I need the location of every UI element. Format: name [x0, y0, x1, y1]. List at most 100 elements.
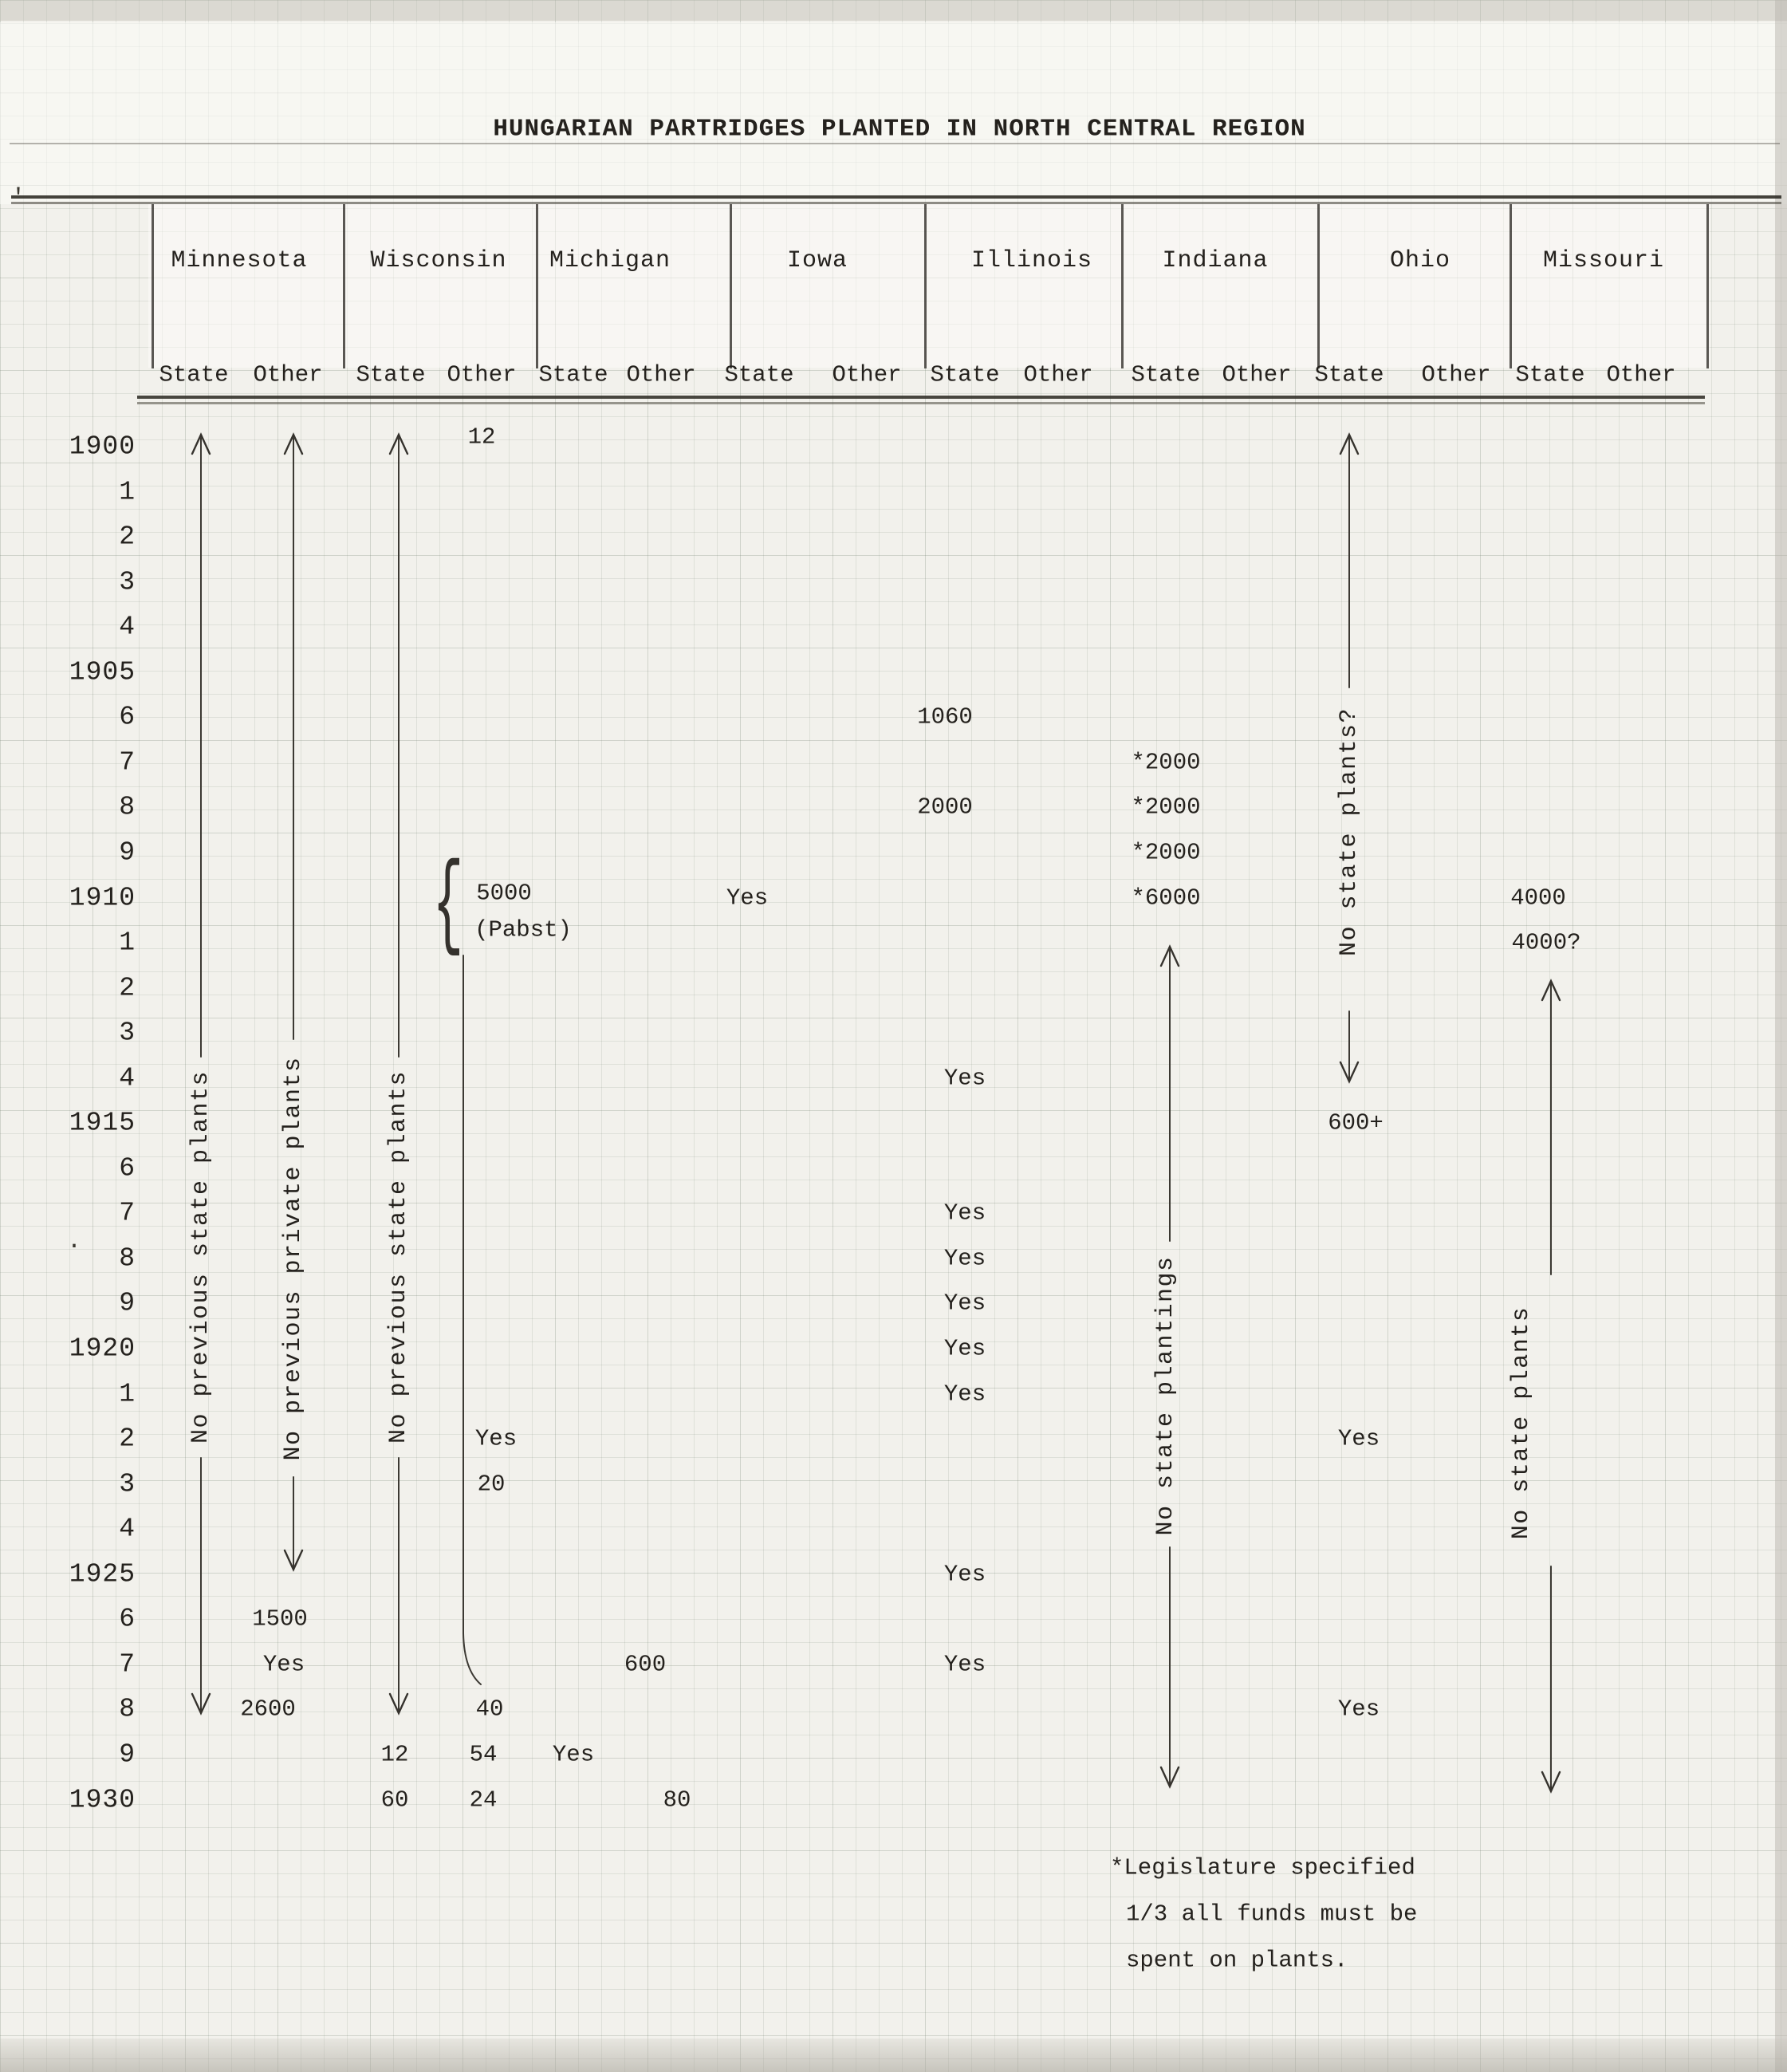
title-underline — [10, 143, 1780, 144]
cell-il_state-1919: Yes — [943, 1290, 986, 1317]
cell-mi_other-1927: 600 — [624, 1651, 667, 1678]
year-label-1924: 4 — [119, 1514, 136, 1544]
footnote-line-3: spent on plants. — [1126, 1947, 1348, 1974]
header-cell-border-3 — [730, 204, 732, 368]
subheader-rule-1 — [137, 396, 1705, 399]
cell-wi_state-1929: 12 — [380, 1741, 409, 1768]
state-header-indiana: Indiana — [1162, 247, 1269, 274]
cell-in_state-1910: *6000 — [1131, 884, 1201, 911]
year-label-1920: 1920 — [69, 1333, 136, 1364]
state-header-illinois: Illinois — [970, 247, 1093, 274]
year-label-1901: 1 — [119, 477, 136, 507]
stray-dot-mark: . — [67, 1228, 82, 1255]
cell-il_state-1918: Yes — [943, 1245, 986, 1272]
subheader-missouri-state: State — [1515, 361, 1585, 388]
cell-mi_state-1929: Yes — [552, 1741, 595, 1768]
year-label-1906: 6 — [119, 702, 136, 732]
header-top-rule-1 — [11, 195, 1781, 199]
cell-il_state-1914: Yes — [943, 1065, 986, 1092]
year-label-1917: 7 — [119, 1198, 136, 1228]
cell-ia_state-1910: Yes — [726, 884, 769, 911]
year-label-1904: 4 — [119, 612, 136, 642]
cell-oh_state-1922: Yes — [1337, 1425, 1380, 1452]
subheader-minnesota-other: Other — [253, 361, 323, 388]
year-label-1916: 6 — [119, 1153, 136, 1184]
subheader-illinois-state: State — [930, 361, 1000, 388]
cell-wi_other-1900: 12 — [467, 423, 496, 451]
year-label-1930: 1930 — [69, 1785, 136, 1814]
subheader-minnesota-state: State — [159, 361, 229, 388]
cell-il_state-1921: Yes — [943, 1381, 986, 1408]
cell-il_state-1927: Yes — [943, 1651, 986, 1678]
subheader-iowa-state: State — [724, 361, 794, 388]
footnote-line-2: 1/3 all funds must be — [1126, 1901, 1418, 1928]
cell-mo_state-1910: 4000 — [1510, 884, 1566, 911]
subheader-ohio-state: State — [1314, 361, 1384, 388]
cell-in_state-1908: *2000 — [1131, 794, 1201, 821]
cell-il_state-1917: Yes — [943, 1199, 986, 1227]
year-label-1913: 3 — [119, 1018, 136, 1048]
year-label-1912: 2 — [119, 973, 136, 1003]
year-label-1926: 6 — [119, 1604, 136, 1634]
cell-wi_other-1922: Yes — [474, 1425, 518, 1452]
subheader-rule-2 — [137, 402, 1705, 404]
cell-il_state-1920: Yes — [943, 1335, 986, 1362]
year-label-1903: 3 — [119, 567, 136, 597]
year-label-1910: 1910 — [69, 883, 136, 912]
subheader-michigan-state: State — [538, 361, 608, 388]
cell-il_state-1925: Yes — [943, 1561, 986, 1588]
header-cell-border-6 — [1317, 204, 1320, 368]
year-label-1925: 1925 — [69, 1559, 136, 1589]
year-label-1908: 8 — [119, 792, 136, 822]
year-label-1918: 8 — [119, 1243, 136, 1274]
year-label-1911: 1 — [119, 928, 136, 958]
year-label-1923: 3 — [119, 1469, 136, 1499]
year-label-1921: 1 — [119, 1379, 136, 1409]
cell-wi_other-1911: (Pabst) — [474, 916, 572, 943]
cell-oh_state-1915: 600+ — [1328, 1109, 1384, 1136]
cell-wi_other-1923: 20 — [477, 1471, 506, 1498]
header-cell-border-7 — [1510, 204, 1512, 368]
year-label-1907: 7 — [119, 747, 136, 778]
footnote-line-1: *Legislature specified — [1110, 1854, 1415, 1881]
state-header-missouri: Missouri — [1542, 247, 1665, 274]
header-cell-border-2 — [536, 204, 538, 368]
subheader-michigan-other: Other — [626, 361, 696, 388]
subheader-wisconsin-state: State — [356, 361, 426, 388]
cell-wi_other-1928: 40 — [475, 1696, 504, 1723]
cell-mo_state-1911: 4000? — [1511, 929, 1581, 956]
year-label-1928: 8 — [119, 1694, 136, 1724]
year-label-1909: 9 — [119, 837, 136, 868]
cell-mn_other-1926: 1500 — [252, 1605, 308, 1633]
year-label-1905: 1905 — [69, 657, 136, 687]
cell-oh_state-1928: Yes — [1337, 1696, 1380, 1723]
cell-mi_other-1930: 80 — [663, 1786, 691, 1813]
subheader-indiana-state: State — [1131, 361, 1201, 388]
year-label-1919: 9 — [119, 1288, 136, 1318]
year-label-1922: 2 — [119, 1424, 136, 1454]
cell-mn_other-1927: Yes — [262, 1651, 305, 1678]
year-label-1900: 1900 — [69, 431, 136, 462]
header-cell-border-1 — [343, 204, 345, 368]
subheader-wisconsin-other: Other — [447, 361, 517, 388]
state-header-wisconsin: Wisconsin — [370, 247, 507, 274]
state-header-michigan: Michigan — [549, 247, 671, 274]
cell-in_state-1909: *2000 — [1131, 839, 1201, 866]
cell-il_state-1908: 2000 — [917, 794, 973, 821]
year-label-1902: 2 — [119, 522, 136, 552]
header-top-rule-2 — [11, 202, 1781, 204]
cell-il_state-1906: 1060 — [917, 703, 973, 731]
subheader-indiana-other: Other — [1222, 361, 1292, 388]
header-cell-border-0 — [152, 204, 154, 368]
header-cell-border-8 — [1706, 204, 1709, 368]
subheader-ohio-other: Other — [1421, 361, 1491, 388]
cell-wi_other-1929: 54 — [469, 1741, 498, 1768]
header-cell-border-4 — [924, 204, 927, 368]
cell-mn_other-1928: 2600 — [240, 1696, 296, 1723]
cell-wi_other-1910: 5000 — [476, 880, 532, 906]
subheader-missouri-other: Other — [1606, 361, 1676, 388]
cell-in_state-1907: *2000 — [1131, 749, 1201, 776]
year-label-1915: 1915 — [69, 1108, 136, 1138]
